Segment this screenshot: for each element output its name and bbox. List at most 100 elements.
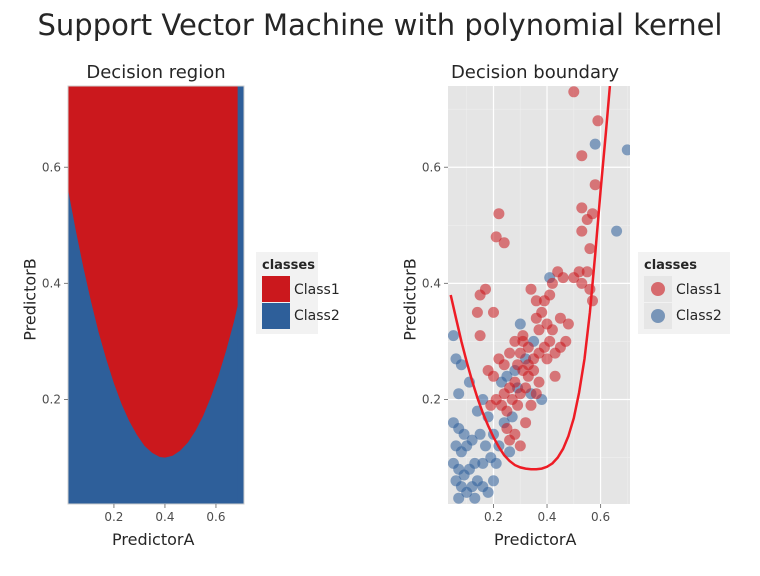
right-x-tick-label: 0.2 [484,510,503,524]
left-legend-key-class2 [262,303,290,329]
right-legend-label-class1: Class1 [676,282,722,298]
right-y-tick-label: 0.4 [422,276,441,290]
class2-point [611,225,623,237]
class1-point [493,353,505,365]
class2-point [469,457,481,469]
class2-point [453,388,465,400]
class2-point [469,492,481,504]
class1-point [488,306,499,318]
class1-point [493,208,505,220]
class1-point [592,115,604,127]
class1-point [480,283,491,295]
class1-point [554,312,566,324]
class2-point [453,492,465,504]
class1-point [568,86,580,98]
class1-point [568,272,580,284]
class1-point [549,347,561,359]
right-legend-key-class1 [651,282,665,296]
class1-point [514,440,526,452]
class1-point [552,266,564,278]
class2-point [455,359,467,371]
class1-point [485,399,497,411]
left-legend-title: classes [262,258,315,273]
class1-point [541,353,553,365]
class1-point [589,179,601,191]
legend-right [638,252,730,334]
left-y-tick-label: 0.4 [42,276,61,290]
right-y-axis-title: PredictorB [400,258,420,341]
class2-point [621,144,630,156]
left-y-axis-title: PredictorB [20,258,40,341]
class1-point [538,295,550,307]
class1-point [498,388,510,400]
class2-point [504,446,516,458]
class1-point [514,347,526,359]
class1-point [581,214,593,225]
class2-region-strip [237,86,244,504]
class1-point [576,150,588,162]
right-y-tick-label: 0.2 [422,393,441,407]
class1-region [68,86,244,458]
left-y-tick-label: 0.2 [42,393,61,407]
class2-point [466,434,478,446]
class1-point [584,283,596,295]
class1-point [471,306,483,318]
class1-point [504,347,516,359]
class1-point [581,266,593,278]
class1-point [530,312,542,324]
class1-point [482,365,494,376]
class2-point [480,440,491,452]
right-x-tick-label: 0.6 [591,510,610,524]
right-x-tick-label: 0.4 [537,510,556,524]
class1-point [530,295,542,307]
class1-point [584,243,596,255]
class2-point [477,457,489,469]
class1-point [514,388,526,400]
points-layer [448,86,630,504]
left-legend-label-class2: Class2 [294,308,340,324]
left-x-tick-label: 0.4 [155,510,174,524]
right-legend-label-class2: Class2 [676,308,722,324]
class1-point [474,330,486,342]
right-legend-key-class2 [651,309,665,323]
right-x-axis-title: PredictorA [494,530,577,549]
class1-point [562,318,574,330]
class1-point [549,370,561,382]
left-panel-title: Decision region [86,62,226,83]
left-panel-border [67,85,245,505]
left-x-axis-title: PredictorA [112,530,195,549]
class1-point [576,202,588,214]
class1-point [512,399,524,411]
class1-point [501,423,513,434]
class1-point [533,376,545,388]
class2-point [589,138,601,150]
chart-main-title: Support Vector Machine with polynomial k… [37,8,723,42]
left-x-tick-label: 0.2 [104,510,123,524]
left-x-tick-label: 0.6 [206,510,225,524]
class1-point [522,359,534,371]
legend-left [256,252,318,334]
right-panel: 0.2 0.4 0.6 0.2 0.4 0.6 [422,86,630,524]
class2-point [482,486,494,498]
class1-point [504,434,516,446]
class1-point [490,231,502,243]
class1-point [546,324,558,336]
right-panel-title: Decision boundary [450,62,620,83]
class1-point [498,237,510,249]
class2-point [514,318,526,330]
class1-point [509,335,521,347]
left-y-tick-label: 0.6 [42,160,61,174]
class1-point [517,330,529,342]
class1-point [525,283,537,295]
right-y-tick-label: 0.6 [422,160,441,174]
class2-point [496,376,507,388]
class1-point [533,324,545,336]
class1-point [546,277,558,289]
class1-point [530,388,542,400]
class1-point [576,225,588,237]
class2-point [458,428,470,440]
left-panel: 0.2 0.4 0.6 0.2 0.4 0.6 [42,85,245,524]
class1-point [520,417,532,429]
class2-point [490,457,502,469]
